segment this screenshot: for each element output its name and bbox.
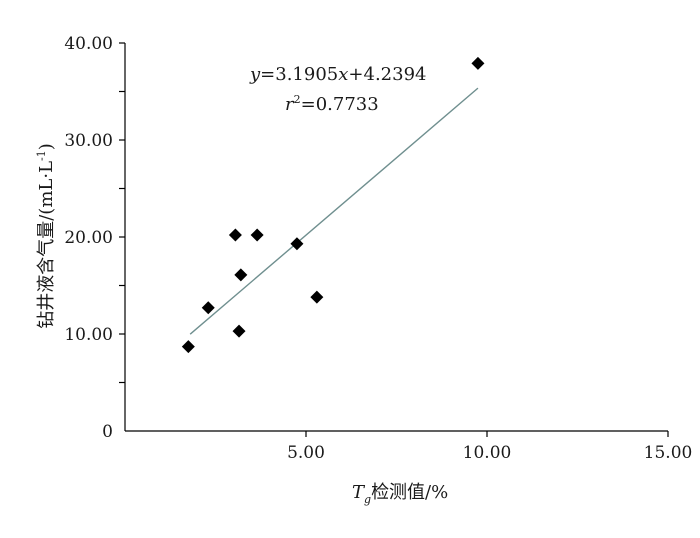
axes [124, 43, 668, 432]
x-tick-label: 10.00 [463, 443, 512, 463]
y-axis-title: 钻井液含气量/(mL·L-1) [35, 143, 57, 329]
r-squared-label: r2=0.7733 [285, 93, 379, 115]
data-points [181, 56, 485, 354]
tick-group: 0 10.00 20.00 30.00 40.00 5.00 10.00 15.00 [64, 34, 692, 463]
data-point [310, 290, 324, 304]
y-tick-label: 0 [102, 422, 113, 442]
data-point [471, 56, 485, 70]
data-point [250, 228, 264, 242]
trendline [189, 87, 479, 335]
y-tick-label: 40.00 [64, 34, 113, 54]
x-tick-label: 15.00 [644, 443, 693, 463]
data-point [232, 324, 246, 338]
data-point [201, 301, 215, 315]
data-point [290, 237, 304, 251]
trendline-group [189, 87, 479, 335]
regression-equation: y=3.1905x+4.2394 [249, 64, 426, 85]
data-point [228, 228, 242, 242]
y-tick-label: 30.00 [64, 131, 113, 151]
data-point [234, 268, 248, 282]
x-tick-label: 5.00 [287, 443, 325, 463]
data-point [181, 340, 195, 354]
y-tick-label: 20.00 [64, 228, 113, 248]
y-tick-label: 10.00 [64, 325, 113, 345]
x-axis-title: Tg检测值/% [352, 482, 448, 506]
